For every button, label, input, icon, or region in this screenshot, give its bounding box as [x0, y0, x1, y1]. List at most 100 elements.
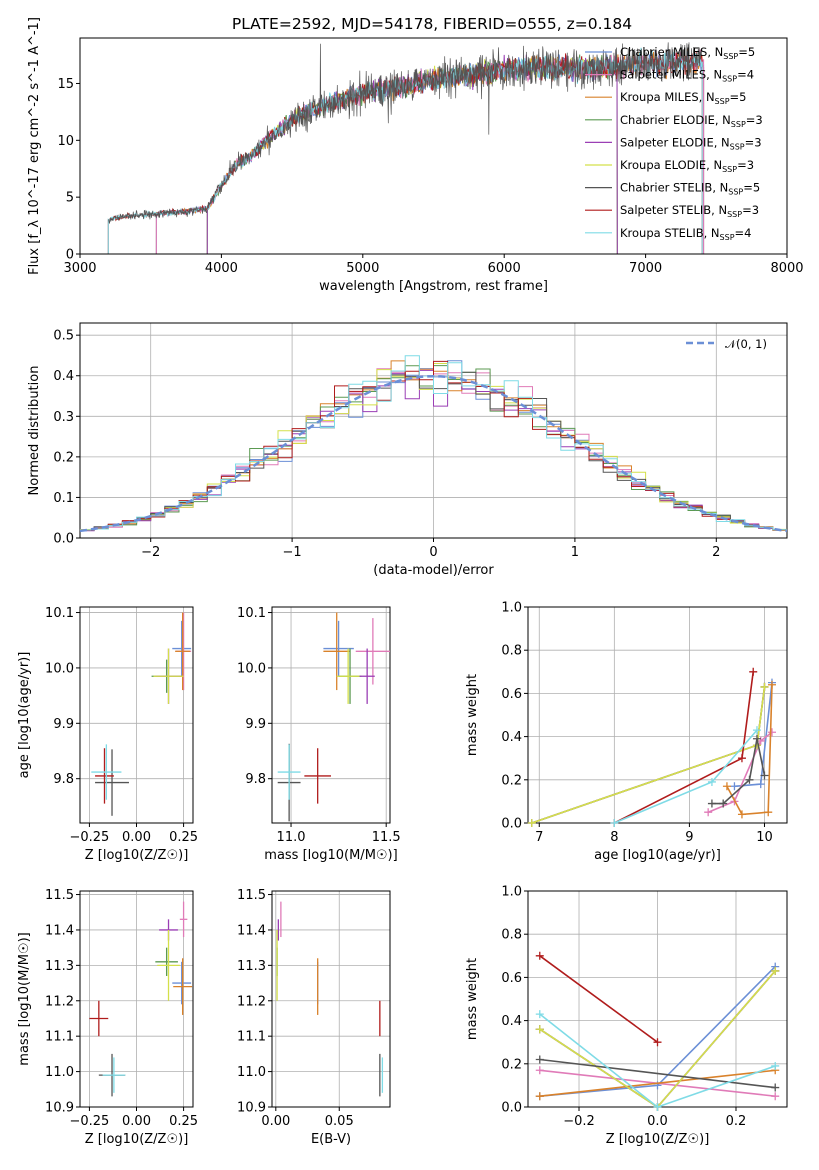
mass-weight-marker — [756, 780, 765, 789]
x-tick-label: −1 — [283, 545, 302, 560]
x-tick-label: 2 — [712, 545, 720, 560]
mass-vs-Z-chart: −0.25 0.00 0.25 10.9 11.0 11.1 11.2 11.3 11.4 11.… — [17, 888, 198, 1147]
spectrum-lines — [107, 42, 705, 254]
x-tick-label: −2 — [141, 545, 160, 560]
legend-entry: Salpeter MILES, NSSP=4 — [620, 68, 754, 84]
x-tick-label: −0.25 — [69, 830, 109, 845]
legend-entry: 𝒩(0, 1) — [725, 337, 767, 351]
y-tick-label: 1.0 — [501, 601, 522, 616]
mass-weight-marker — [707, 799, 716, 808]
legend-entry: Chabrier STELIB, NSSP=5 — [620, 181, 760, 197]
y-tick-label: 11.0 — [45, 1065, 74, 1080]
mass-weight-marker — [752, 726, 761, 735]
x-tick-label: 0.05 — [325, 1114, 354, 1129]
legend-entry: Kroupa STELIB, NSSP=4 — [620, 226, 751, 242]
mass-weight-vs-Z-chart: −0.2 0.0 0.2 0.0 0.2 0.4 0.6 0.8 1.0 Z [log10(Z/Z… — [465, 885, 788, 1147]
y-tick-label: 0.2 — [501, 1057, 522, 1072]
x-axis-label: E(B-V) — [311, 1132, 351, 1147]
x-tick-label: 0 — [429, 545, 437, 560]
axes-frame — [271, 890, 391, 1108]
x-tick-label: 0.00 — [122, 1114, 151, 1129]
mass-weight-marker — [771, 966, 780, 975]
y-tick-label: 0.5 — [53, 329, 74, 344]
mass-weight-marker — [707, 777, 716, 786]
x-tick-label: 8 — [610, 830, 618, 845]
y-tick-label: 0.8 — [501, 644, 522, 659]
mass-vs-EBV-chart: 0.00 0.05 10.9 11.0 11.1 11.2 11.3 11.4 11.5 E(B-… — [237, 888, 391, 1147]
mass-weight-marker — [745, 775, 754, 784]
y-tick-label: 0.2 — [501, 773, 522, 788]
mass-weight-marker — [749, 667, 758, 676]
mass-weight-marker — [653, 1103, 662, 1111]
y-tick-label: 10.9 — [45, 1101, 74, 1116]
spectrum-legend: Chabrier MILES, NSSP=5 Salpeter MILES, NS… — [585, 45, 763, 242]
age-vs-mass-chart: 11.0 11.5 9.8 9.9 10.0 10.1 mass [log10(M/M☉)] — [237, 606, 401, 863]
mass-weight-marker — [610, 819, 619, 827]
mass-weight-marker — [764, 808, 773, 817]
y-tick-label: 11.2 — [45, 994, 74, 1009]
x-tick-label: 0.2 — [726, 1114, 747, 1129]
mass-weight-marker — [730, 782, 739, 791]
axes-frame — [79, 890, 194, 1108]
mass-weight-marker — [722, 782, 731, 791]
mass-weight-marker — [760, 682, 769, 691]
legend-entry: Kroupa ELODIE, NSSP=3 — [620, 158, 754, 174]
y-tick-label: 11.4 — [45, 923, 74, 938]
x-tick-label: 5000 — [346, 261, 379, 276]
axes-frame — [79, 606, 194, 824]
y-axis-label: Flux [f_λ 10^-17 erg cm^-2 s^-1 A^-1] — [27, 17, 42, 275]
mass-weight-marker — [767, 680, 776, 689]
y-tick-label: 0.0 — [501, 1101, 522, 1116]
legend-entry: Kroupa MILES, NSSP=5 — [620, 90, 746, 106]
x-axis-label: Z [log10(Z/Z☉)] — [606, 1132, 710, 1147]
y-tick-label: 0.3 — [53, 410, 74, 425]
y-tick-label: 0 — [66, 248, 74, 263]
mass-weight-marker — [535, 1055, 544, 1064]
mass-weight-marker — [737, 754, 746, 763]
y-tick-label: 0.0 — [501, 817, 522, 832]
y-tick-label: 10.0 — [237, 661, 266, 676]
mass-weight-line — [539, 955, 658, 1043]
mass-weight-vs-age-chart: 7 8 9 10 0.0 0.2 0.4 0.6 0.8 1.0 age [log10(age/yr… — [465, 601, 788, 863]
y-tick-label: 9.8 — [245, 772, 266, 787]
y-tick-label: 11.3 — [45, 959, 74, 974]
y-tick-label: 9.9 — [53, 717, 74, 732]
axes-frame — [271, 606, 391, 824]
mass-weight-marker — [535, 1092, 544, 1101]
x-tick-label: 7 — [535, 830, 543, 845]
y-tick-label: 11.1 — [45, 1030, 74, 1045]
y-tick-label: 10.9 — [237, 1101, 266, 1116]
y-tick-label: 10.1 — [237, 606, 266, 621]
x-tick-label: 0.00 — [261, 1114, 290, 1129]
y-tick-label: 0.4 — [501, 730, 522, 745]
normal-curve-line — [79, 374, 788, 533]
mass-weight-marker — [719, 799, 728, 808]
axes-frame — [79, 322, 788, 539]
x-tick-label: −0.2 — [563, 1114, 595, 1129]
spectrum-chart: 3000 4000 5000 6000 7000 8000 0 5 10 15 wavelength… — [27, 17, 804, 294]
y-axis-label: age [log10(age/yr)] — [17, 652, 32, 779]
figure-title: PLATE=2592, MJD=54178, FIBERID=0555, z=0… — [232, 15, 632, 33]
x-tick-label: 0.0 — [647, 1114, 668, 1129]
data-spectrum-line — [108, 42, 703, 225]
x-axis-label: age [log10(age/yr)] — [594, 848, 721, 863]
mass-weight-marker — [771, 1083, 780, 1092]
x-tick-label: 8000 — [770, 261, 803, 276]
mass-weight-marker — [704, 808, 713, 817]
residual-histogram-chart: −2 −1 0 1 2 0.0 0.1 0.2 0.3 0.4 0.5 (data-model)/er… — [27, 322, 788, 578]
mass-weight-marker — [771, 1061, 780, 1070]
mass-weight-marker — [653, 1038, 662, 1047]
x-tick-label: 1 — [571, 545, 579, 560]
x-axis-label: mass [log10(M/M☉)] — [264, 848, 397, 863]
mass-weight-line — [707, 731, 773, 813]
x-tick-label: 0.25 — [169, 830, 198, 845]
y-tick-label: 0.4 — [501, 1014, 522, 1029]
x-tick-label: −0.25 — [69, 1114, 109, 1129]
y-tick-label: 11.3 — [237, 959, 266, 974]
y-tick-label: 11.1 — [237, 1030, 266, 1045]
mass-weight-marker — [752, 734, 761, 743]
y-tick-label: 0.4 — [53, 369, 74, 384]
axes-frame — [79, 37, 788, 255]
y-tick-label: 11.5 — [45, 888, 74, 903]
